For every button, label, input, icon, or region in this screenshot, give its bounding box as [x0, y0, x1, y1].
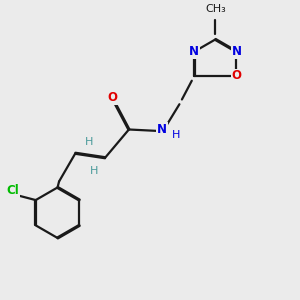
Text: H: H — [172, 130, 181, 140]
Text: O: O — [107, 91, 118, 104]
Text: Cl: Cl — [6, 184, 19, 197]
Text: N: N — [189, 45, 199, 58]
Text: CH₃: CH₃ — [205, 4, 226, 14]
Text: O: O — [232, 70, 242, 83]
Text: N: N — [232, 45, 242, 58]
Text: H: H — [90, 166, 98, 176]
Text: H: H — [85, 137, 93, 147]
Text: N: N — [157, 123, 166, 136]
